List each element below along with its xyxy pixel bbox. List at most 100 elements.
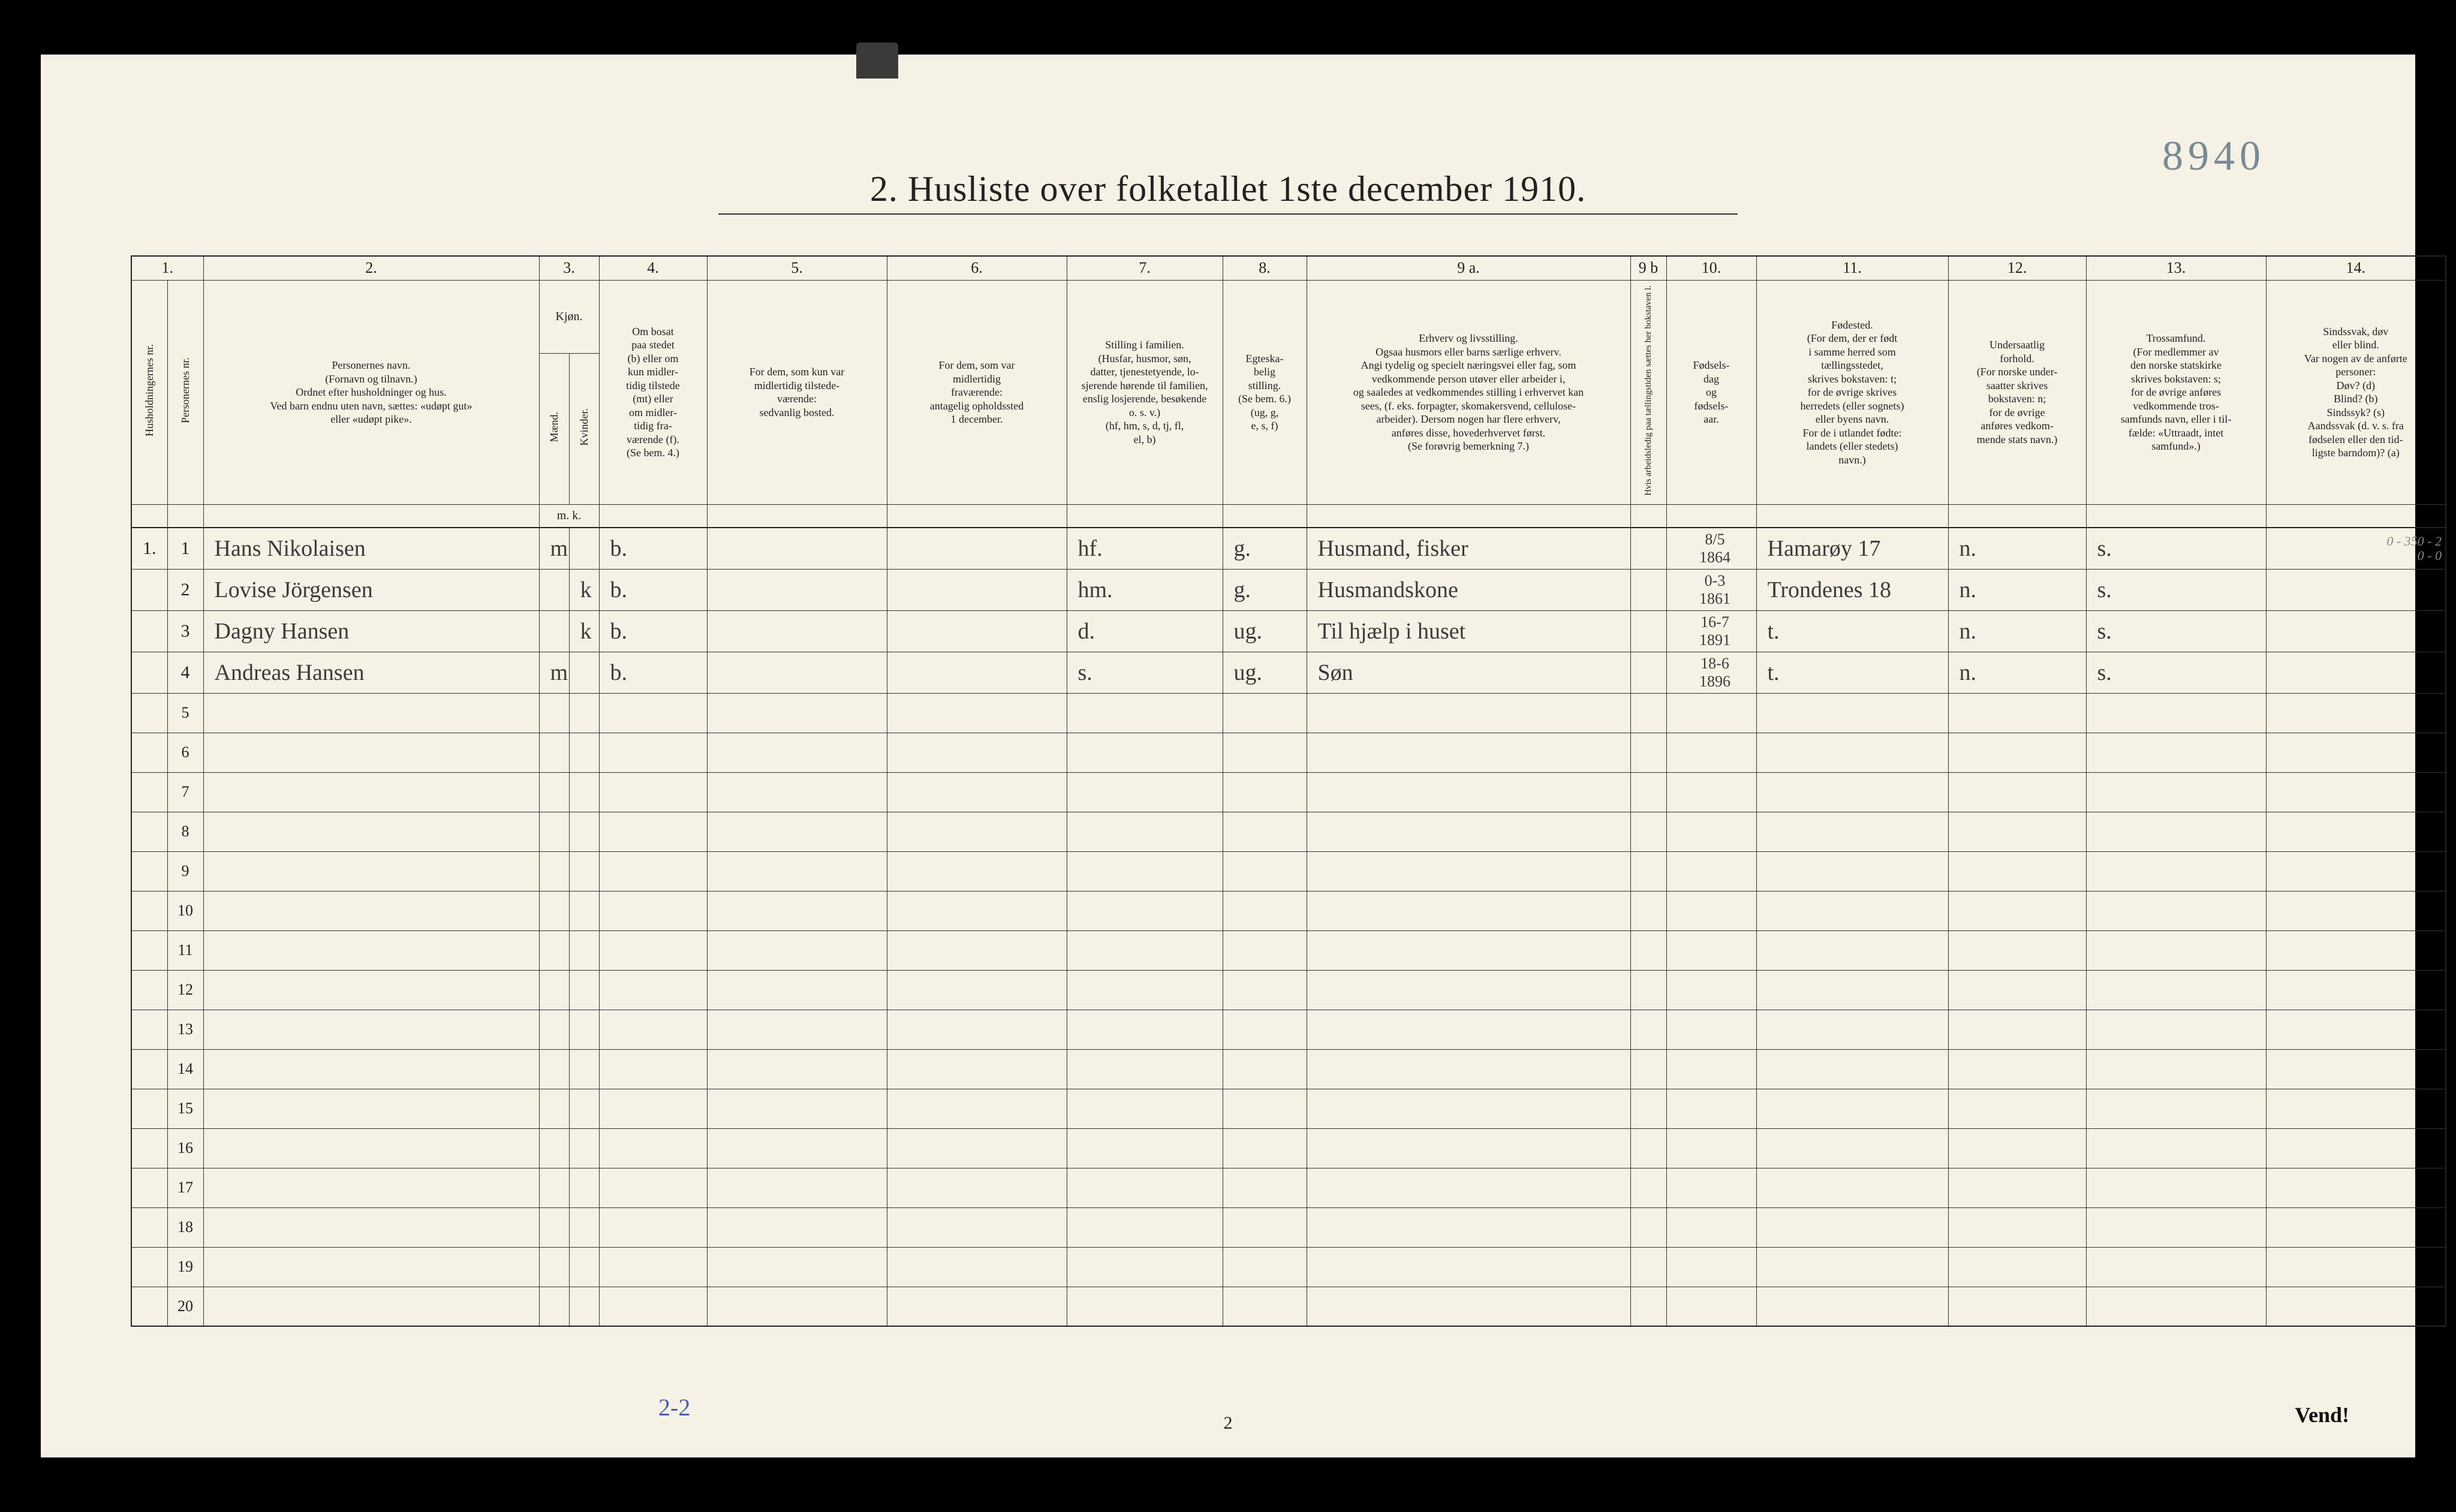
page-wrap: 8940 2. Husliste over folketallet 1ste d… [0, 0, 2456, 1512]
sub-blank-11 [1666, 505, 1756, 528]
cell-empty [1666, 1207, 1756, 1247]
cell-empty [2266, 1089, 2446, 1128]
column-number-row: 1. 2. 3. 4. 5. 6. 7. 8. 9 a. 9 b 10. 11.… [131, 256, 2446, 280]
cell-empty [599, 1207, 707, 1247]
cell-empty [1307, 772, 1630, 812]
table-row-empty: 8 [131, 812, 2446, 851]
cell-empty [887, 1287, 1067, 1326]
cell-empty [1067, 851, 1223, 891]
cell-empty [1756, 1128, 1948, 1168]
cell-empty [1948, 851, 2086, 891]
cell-disability [2266, 652, 2446, 693]
cell-empty [1067, 1089, 1223, 1128]
cell-empty [2266, 812, 2446, 851]
cell-empty [569, 772, 599, 812]
cell-pnr: 2 [167, 569, 203, 610]
cell-empty [1223, 1287, 1307, 1326]
table-row-empty: 11 [131, 930, 2446, 970]
hdr-disability: Sindssvak, døv eller blind. Var nogen av… [2266, 280, 2446, 505]
cell-empty [1630, 772, 1666, 812]
cell-empty [569, 1049, 599, 1089]
cell-pnr: 7 [167, 772, 203, 812]
cell-empty [707, 733, 887, 772]
sub-blank-13 [1948, 505, 2086, 528]
cell-empty [1223, 1247, 1307, 1287]
cell-hnr [131, 610, 167, 652]
hdr-sex-m: Mænd. [539, 353, 569, 504]
cell-empty [539, 1049, 569, 1089]
cell-sex-k: k [569, 610, 599, 652]
colnum-5: 5. [707, 256, 887, 280]
cell-empty [599, 970, 707, 1010]
cell-empty [1067, 1207, 1223, 1247]
cell-empty [2086, 772, 2266, 812]
cell-empty [539, 772, 569, 812]
hdr-name: Personernes navn. (Fornavn og tilnavn.) … [203, 280, 539, 505]
cell-sex-k: k [569, 569, 599, 610]
cell-pnr: 1 [167, 528, 203, 570]
cell-empty [1948, 772, 2086, 812]
cell-empty [887, 1168, 1067, 1207]
cell-birthdate: 8/5 1864 [1666, 528, 1756, 570]
cell-empty [599, 733, 707, 772]
cell-empty [599, 693, 707, 733]
cell-empty [707, 970, 887, 1010]
cell-empty [1666, 1010, 1756, 1049]
cell-hnr [131, 1089, 167, 1128]
sub-blank-8 [1223, 505, 1307, 528]
cell-empty [1307, 812, 1630, 851]
cell-empty [1223, 1207, 1307, 1247]
cell-empty [707, 1089, 887, 1128]
cell-hnr [131, 772, 167, 812]
cell-empty [2266, 1207, 2446, 1247]
table-row-empty: 16 [131, 1128, 2446, 1168]
cell-empty [1630, 1247, 1666, 1287]
cell-empty [203, 851, 539, 891]
cell-disability: 0 - 350 - 20 - 0 [2266, 528, 2446, 570]
cell-empty [203, 1089, 539, 1128]
cell-empty [707, 772, 887, 812]
colnum-9b: 9 b [1630, 256, 1666, 280]
cell-unemployed [1630, 610, 1666, 652]
cell-empty [2266, 1128, 2446, 1168]
colnum-13: 13. [2086, 256, 2266, 280]
colnum-4: 4. [599, 256, 707, 280]
cell-nationality: n. [1948, 610, 2086, 652]
cell-empty [203, 1247, 539, 1287]
cell-empty [539, 930, 569, 970]
hdr-sex-k-text: Kvinder. [577, 408, 591, 446]
hdr-occupation: Erhverv og livsstilling. Ogsaa husmors e… [1307, 280, 1630, 505]
cell-empty [203, 970, 539, 1010]
colnum-11: 11. [1756, 256, 1948, 280]
cell-temp-absent [887, 528, 1067, 570]
footer-vend: Vend! [2295, 1402, 2349, 1427]
cell-empty [1307, 693, 1630, 733]
colnum-8: 8. [1223, 256, 1307, 280]
hdr-birthdate: Fødsels- dag og fødsels- aar. [1666, 280, 1756, 505]
cell-empty [2086, 891, 2266, 930]
cell-hnr [131, 970, 167, 1010]
cell-empty [2086, 970, 2266, 1010]
cell-empty [707, 1247, 887, 1287]
cell-empty [1666, 733, 1756, 772]
cell-empty [887, 930, 1067, 970]
cell-empty [569, 1010, 599, 1049]
cell-temp-present [707, 528, 887, 570]
table-row-empty: 18 [131, 1207, 2446, 1247]
cell-birthdate: 0-3 1861 [1666, 569, 1756, 610]
cell-empty [599, 1049, 707, 1089]
cell-empty [1630, 851, 1666, 891]
cell-empty [599, 1089, 707, 1128]
cell-empty [1666, 930, 1756, 970]
cell-empty [569, 1089, 599, 1128]
cell-empty [1666, 693, 1756, 733]
cell-empty [1756, 1247, 1948, 1287]
cell-empty [1223, 812, 1307, 851]
cell-hnr [131, 1128, 167, 1168]
cell-empty [1630, 1010, 1666, 1049]
cell-empty [203, 812, 539, 851]
cell-pnr: 8 [167, 812, 203, 851]
cell-temp-absent [887, 652, 1067, 693]
cell-empty [569, 693, 599, 733]
cell-empty [1630, 812, 1666, 851]
